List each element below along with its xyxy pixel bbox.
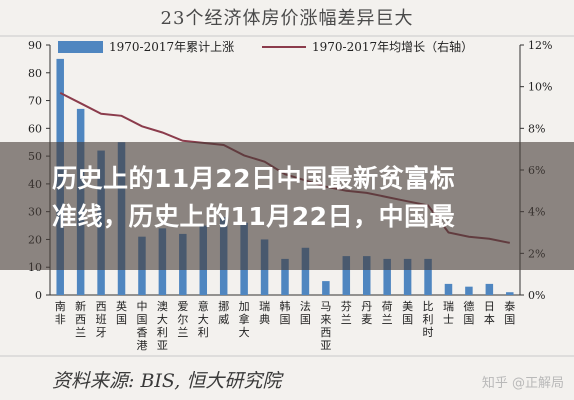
category-label-char: 港 [136, 339, 147, 352]
legend-line-label: 1970-2017年均增长（右轴） [312, 39, 473, 54]
category-label-char: 牙 [96, 326, 107, 339]
category-label-char: 美 [402, 300, 413, 313]
category-label-char: 兰 [341, 313, 352, 326]
category-label-char: 国 [300, 313, 311, 326]
bar [322, 281, 330, 295]
left-tick-label: 0 [35, 289, 42, 302]
category-label-char: 荷 [382, 300, 393, 313]
category-label-char: 西 [320, 326, 331, 339]
left-tick-label: 80 [28, 67, 42, 80]
left-tick-label: 70 [28, 95, 42, 108]
category-label-char: 利 [198, 326, 209, 339]
category-label-char: 中 [136, 300, 147, 313]
category-label-char: 国 [402, 313, 413, 326]
category-label-char: 日 [484, 300, 495, 313]
title-overlay-band [0, 142, 574, 270]
category-label-char: 韩 [280, 299, 291, 313]
category-label-char: 泰 [504, 299, 515, 313]
category-label-char: 班 [96, 313, 107, 326]
watermark: 知乎 @正解局 [481, 376, 564, 391]
category-label-char: 法 [300, 299, 311, 313]
bar [424, 258, 432, 295]
category-label-char: 士 [443, 313, 454, 326]
right-tick-label: 0% [528, 289, 545, 302]
chart-title: 23个经济体房价涨幅差异巨大 [161, 8, 414, 29]
category-label-char: 比 [423, 300, 434, 313]
category-label-char: 非 [55, 313, 66, 326]
category-label-char: 大 [198, 312, 209, 326]
category-label-char: 兰 [75, 326, 86, 339]
category-label-char: 丹 [361, 300, 372, 313]
legend-bar-label: 1970-2017年累计上涨 [109, 39, 234, 54]
category-label-char: 来 [320, 313, 331, 326]
category-label-char: 国 [463, 313, 474, 326]
category-labels: 南非新西兰西班牙英国中国香港澳大利亚爱尔兰意大利挪威加拿大瑞典韩国法国马来西亚芬… [55, 299, 516, 352]
overlay-headline: 历史上的11月22日中国最新贫富标 准线，历史上的11月22日，中国最 [52, 164, 456, 231]
category-label-char: 国 [504, 313, 515, 326]
bar [301, 247, 310, 295]
category-label-char: 利 [423, 313, 434, 326]
category-label-char: 澳 [157, 300, 168, 313]
category-label-char: 意 [198, 299, 209, 313]
category-label-char: 马 [320, 300, 331, 313]
category-label-char: 加 [239, 300, 250, 313]
category-label-char: 典 [259, 312, 270, 326]
category-label-char: 瑞 [443, 299, 454, 313]
category-label-char: 尔 [177, 313, 188, 326]
category-label-char: 芬 [341, 300, 352, 313]
category-label-char: 威 [218, 313, 229, 326]
source-text: 资料来源: BIS, 恒大研究院 [52, 370, 282, 392]
category-label-char: 大 [239, 325, 250, 339]
category-label-char: 时 [423, 326, 434, 339]
category-label-char: 挪 [218, 299, 229, 313]
bar [383, 258, 391, 295]
right-tick-label: 8% [528, 122, 545, 135]
category-label-char: 亚 [157, 339, 168, 352]
category-label-char: 新 [75, 299, 86, 313]
category-label-char: 西 [96, 300, 107, 313]
left-tick-label: 90 [28, 39, 42, 52]
category-label-char: 拿 [239, 312, 250, 326]
category-label-char: 麦 [361, 313, 372, 326]
category-label-char: 兰 [382, 313, 393, 326]
category-label-char: 爱 [177, 300, 188, 313]
category-label-char: 本 [484, 312, 495, 326]
category-label-char: 国 [280, 313, 291, 326]
category-label-char: 英 [116, 299, 127, 313]
bar [403, 258, 412, 295]
right-tick-label: 10% [528, 81, 552, 94]
category-label-char: 瑞 [259, 299, 270, 313]
category-label-char: 西 [75, 313, 86, 326]
right-tick-label: 12% [528, 39, 552, 52]
category-label-char: 南 [55, 300, 66, 313]
category-label-char: 国 [116, 313, 127, 326]
category-label-char: 兰 [177, 326, 188, 339]
bar [506, 292, 514, 295]
category-label-char: 亚 [320, 339, 331, 352]
category-label-char: 利 [157, 326, 168, 339]
left-tick-label: 60 [28, 122, 42, 135]
bar [342, 256, 351, 295]
bar [485, 283, 494, 295]
category-label-char: 德 [463, 299, 474, 313]
category-label-char: 国 [136, 313, 147, 326]
category-label-char: 香 [136, 326, 147, 339]
bar [362, 256, 371, 295]
bar [444, 283, 453, 295]
bar [281, 258, 289, 295]
category-label-char: 大 [157, 312, 168, 326]
legend-bar-swatch [58, 41, 103, 53]
bar [465, 286, 473, 295]
